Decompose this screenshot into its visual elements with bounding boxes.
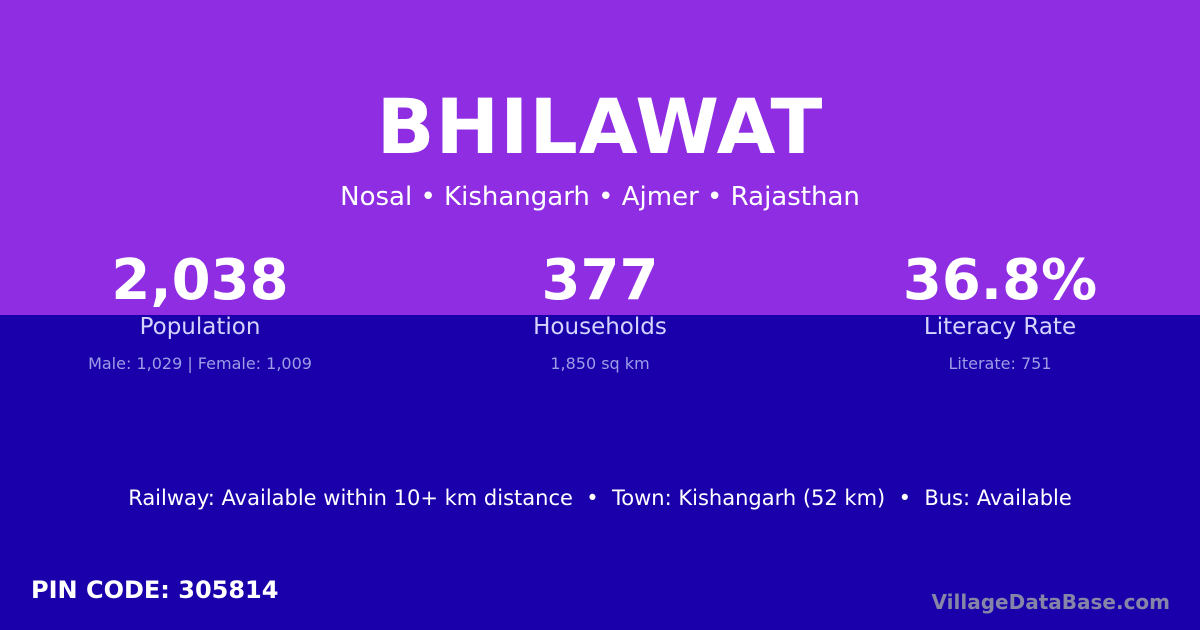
stat-detail: 1,850 sq km xyxy=(550,354,650,373)
stat-detail: Male: 1,029 | Female: 1,009 xyxy=(88,354,312,373)
pin-code: PIN CODE: 305814 xyxy=(31,576,279,604)
stat-value: 377 xyxy=(541,248,659,313)
stat-label: Literacy Rate xyxy=(923,314,1077,340)
stat-value: 2,038 xyxy=(111,248,289,313)
stat-label: Households xyxy=(533,314,667,340)
header-band xyxy=(0,0,1200,315)
village-name: BHILAWAT xyxy=(376,82,824,171)
stat-detail: Literate: 751 xyxy=(948,354,1052,373)
brand-watermark: VillageDataBase.com xyxy=(931,590,1170,614)
stat-value: 36.8% xyxy=(902,248,1098,313)
stat-label: Population xyxy=(139,314,261,340)
connectivity-info: Railway: Available within 10+ km distanc… xyxy=(128,486,1072,510)
location-hierarchy: Nosal • Kishangarh • Ajmer • Rajasthan xyxy=(340,182,860,212)
